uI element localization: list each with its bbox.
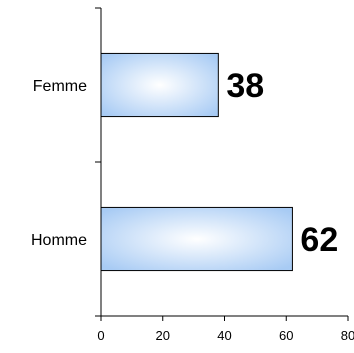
bars xyxy=(100,52,293,272)
category-label-homme: Homme xyxy=(31,232,87,249)
y-axis-ticks xyxy=(95,7,101,317)
data-label-homme: 62 xyxy=(300,221,338,259)
category-labels: Femme Homme xyxy=(31,78,87,249)
data-label-femme: 38 xyxy=(226,67,264,105)
bar-homme xyxy=(100,206,293,272)
x-tick-label: 0 xyxy=(97,328,104,343)
x-tick-label: 80 xyxy=(341,328,354,343)
x-tick-label: 40 xyxy=(217,328,231,343)
x-axis-ticks: 0 20 40 60 80 xyxy=(97,316,354,343)
x-tick-label: 20 xyxy=(156,328,170,343)
bar-femme xyxy=(100,52,219,118)
category-label-femme: Femme xyxy=(33,78,87,95)
x-tick-label: 60 xyxy=(279,328,293,343)
data-labels: 38 62 xyxy=(226,67,338,259)
